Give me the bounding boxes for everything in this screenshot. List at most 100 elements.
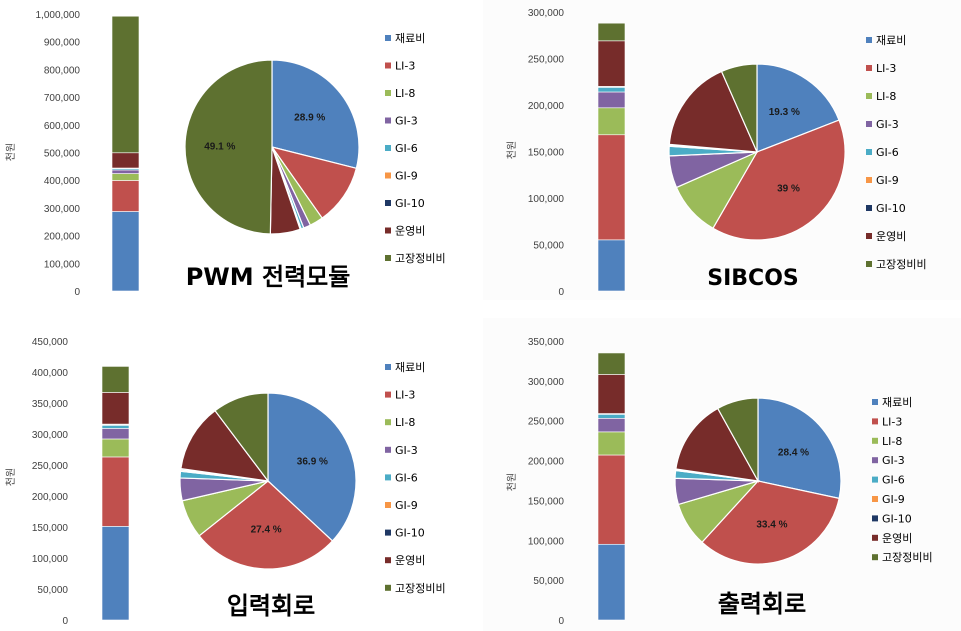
legend-entry: GI-3 [395, 444, 418, 457]
legend-swatch [872, 437, 878, 444]
y-tick-label: 200,000 [528, 101, 565, 112]
legend-entry: LI-3 [395, 389, 415, 402]
pie-slice-LI-3 [701, 480, 840, 565]
pie-slice-재료비 [267, 392, 357, 542]
y-axis-title: 천원 [5, 143, 17, 161]
legend-entry: GI-3 [395, 115, 418, 128]
legend-entry: 운영비 [876, 230, 906, 243]
legend-entry: LI-3 [876, 62, 896, 75]
legend-entry: 고장정비비 [876, 258, 927, 271]
bar-segment-고장정비비 [101, 366, 130, 393]
pie-slice-고장정비비 [184, 59, 273, 235]
legend-swatch [872, 496, 878, 502]
legend-entry: LI-8 [882, 435, 902, 448]
legend-entry: 재료비 [395, 361, 425, 374]
legend-entry: GI-9 [882, 493, 905, 506]
legend-entry: 운영비 [395, 225, 425, 238]
legend-entry: 고장정비비 [882, 551, 933, 564]
y-tick-label: 500,000 [44, 149, 81, 160]
legend-entry: LI-8 [876, 90, 896, 103]
panel-title-sibcos: SIBCOS [707, 266, 799, 291]
pie-slice-고장정비비 [214, 392, 269, 483]
y-tick-label: 50,000 [533, 576, 564, 587]
legend-entry: LI-3 [395, 60, 415, 73]
legend-swatch [385, 145, 391, 151]
legend-swatch [385, 584, 391, 591]
y-tick-label: 250,000 [32, 461, 69, 472]
pie-data-label: 36.9 % [297, 457, 328, 468]
bar-segment-GI-6 [597, 87, 626, 93]
panel-title-output-circuit: 출력회로 [718, 590, 806, 618]
panel-title-pwm-module: PWM 전력모듈 [186, 263, 351, 291]
legend-entry: GI-6 [395, 471, 418, 484]
y-tick-label: 200,000 [528, 457, 565, 468]
legend-entry: GI-3 [876, 118, 899, 131]
y-tick-label: 300,000 [44, 204, 81, 215]
y-tick-label: 50,000 [533, 241, 564, 252]
bar-segment-운영비 [597, 374, 626, 414]
y-tick-label: 0 [62, 616, 68, 627]
y-axis-title: 천원 [506, 473, 518, 491]
legend-swatch [872, 554, 878, 561]
legend-swatch [866, 149, 872, 155]
pie-data-label: 49.1 % [204, 142, 235, 153]
y-tick-label: 150,000 [528, 496, 565, 507]
bar-segment-LI-3 [111, 180, 140, 212]
panel-sibcos: 0 50,000 100,000 150,000 200,000 250,000 300,0… [506, 8, 927, 298]
bar-segment-LI-8 [597, 107, 626, 136]
y-tick-label: 450,000 [32, 337, 69, 348]
legend-swatch [872, 457, 878, 464]
legend-swatch [385, 419, 391, 426]
panel-title-input-circuit: 입력회로 [227, 592, 315, 620]
y-tick-label: 0 [74, 287, 80, 298]
legend-entry: GI-6 [395, 142, 418, 155]
bar-segment-LI-8 [597, 431, 626, 456]
y-tick-label: 200,000 [32, 492, 69, 503]
legend-swatch [385, 227, 391, 234]
legend-swatch [385, 529, 391, 536]
y-tick-label: 0 [558, 616, 564, 627]
legend-swatch [872, 515, 878, 522]
pie-slice-고장정비비 [716, 397, 759, 484]
pie-data-label: 27.4 % [251, 524, 282, 535]
legend-swatch [385, 117, 391, 124]
bar-segment-운영비 [101, 392, 130, 425]
pie-slice-고장정비비 [720, 63, 758, 153]
legend-entry: GI-6 [882, 474, 905, 487]
y-tick-label: 200,000 [44, 232, 81, 243]
legend-entry: 고장정비비 [395, 582, 446, 595]
y-tick-label: 0 [558, 287, 564, 298]
y-tick-label: 400,000 [32, 368, 69, 379]
legend-swatch [872, 476, 878, 483]
bar-segment-GI-3 [101, 428, 130, 440]
bar-segment-GI-6 [597, 414, 626, 419]
y-tick-label: 700,000 [44, 93, 81, 104]
legend-swatch [385, 255, 391, 261]
bar-segment-재료비 [597, 239, 626, 292]
y-tick-label: 100,000 [32, 554, 69, 565]
legend-entry: 고장정비비 [395, 252, 446, 265]
legend-swatch [866, 177, 872, 183]
legend-entry: LI-3 [882, 415, 902, 428]
legend-swatch [872, 418, 878, 425]
legend-swatch [872, 534, 878, 541]
y-tick-label: 300,000 [32, 430, 69, 441]
panel-output-circuit: 0 50,000 100,000 150,000 200,000 250,000 300,0… [506, 337, 933, 627]
legend-swatch [385, 391, 391, 398]
pie-slice-운영비 [668, 70, 758, 153]
legend-entry: GI-10 [882, 512, 912, 525]
legend-swatch [866, 121, 872, 127]
y-axis-title: 천원 [5, 468, 17, 486]
legend-swatch [385, 172, 391, 179]
legend-swatch [866, 261, 872, 267]
bar-segment-재료비 [597, 543, 626, 621]
legend-swatch [385, 502, 391, 508]
pie-slice-재료비 [271, 59, 360, 170]
legend-entry: 운영비 [882, 532, 912, 545]
legend-swatch [385, 364, 391, 370]
bar-segment-재료비 [101, 526, 130, 621]
pie-slice-운영비 [675, 407, 760, 482]
legend-swatch [385, 35, 391, 41]
legend-entry: GI-9 [395, 499, 418, 512]
y-tick-label: 50,000 [37, 585, 68, 596]
